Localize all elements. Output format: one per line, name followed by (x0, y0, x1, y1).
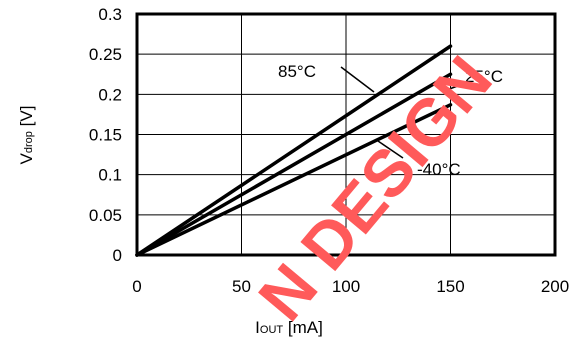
series-label-2: -40°C (417, 160, 461, 179)
watermark: N DESIGN (244, 42, 506, 334)
x-tick-label: 100 (332, 277, 360, 296)
y-tick-label: 0.1 (98, 166, 122, 185)
series-line-2 (135, 103, 453, 257)
leader-line-1 (443, 83, 464, 92)
plot-frame (135, 12, 557, 257)
y-tick-label: 0 (113, 246, 122, 265)
series-label-0: 85°C (278, 62, 316, 81)
series-line-1 (135, 72, 453, 257)
y-tick-label: 0.25 (89, 45, 122, 64)
series-annotations: 85°C 25°C -40°C (278, 62, 503, 179)
series-label-1: 25°C (465, 67, 503, 86)
annotation-leaders (340, 66, 464, 159)
series-line-0 (135, 44, 453, 257)
y-axis-label: Vdrop [V] (17, 106, 36, 165)
x-tick-label: 200 (541, 277, 569, 296)
y-tick-labels: 0 0.05 0.1 0.15 0.2 0.25 0.3 (89, 5, 122, 265)
y-tick-label: 0.05 (89, 206, 122, 225)
y-tick-label: 0.2 (98, 85, 122, 104)
x-tick-labels: 0 50 100 150 200 (132, 277, 569, 296)
x-axis-label: IOUT [mA] (255, 318, 323, 337)
x-tick-label: 150 (436, 277, 464, 296)
series-group (135, 44, 453, 257)
leader-line-2 (377, 140, 404, 159)
leader-line-0 (340, 66, 375, 93)
x-tick-label: 0 (132, 277, 141, 296)
y-tick-label: 0.3 (98, 5, 122, 24)
x-tick-label: 50 (232, 277, 251, 296)
y-tick-label: 0.15 (89, 126, 122, 145)
